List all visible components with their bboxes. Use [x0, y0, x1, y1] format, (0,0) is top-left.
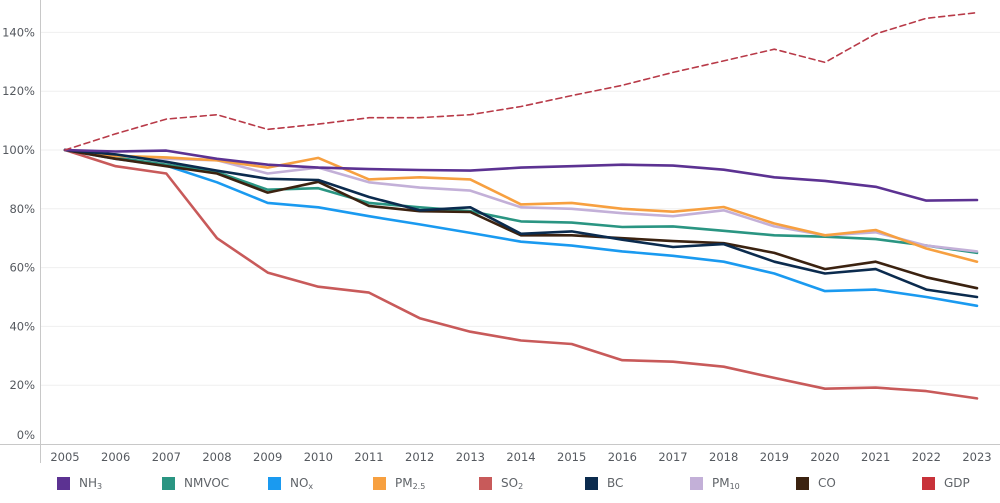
- legend-item-co[interactable]: CO: [796, 474, 836, 492]
- x-tick-label: 2011: [354, 450, 383, 464]
- y-tick-label: 100%: [2, 143, 35, 157]
- x-tick-label: 2007: [152, 450, 181, 464]
- legend-item-nmvoc[interactable]: NMVOC: [162, 474, 229, 492]
- series-lines: [63, 11, 979, 400]
- legend: NH3 NMVOC NOx PM2.5 SO2 BC PM10 CO GDP: [0, 474, 1000, 494]
- y-tick-label: 60%: [9, 261, 35, 275]
- legend-swatch: [268, 476, 281, 490]
- legend-swatch: [690, 476, 703, 490]
- legend-item-nox[interactable]: NOx: [268, 474, 313, 492]
- series-line-pm25[interactable]: [63, 148, 979, 264]
- legend-swatch: [479, 476, 492, 490]
- x-tick-label: 2013: [456, 450, 485, 464]
- legend-swatch: [57, 476, 70, 490]
- series-line-nmvoc[interactable]: [63, 148, 979, 255]
- x-tick-label: 2010: [304, 450, 333, 464]
- x-tick-label: 2016: [608, 450, 637, 464]
- series-line-nox[interactable]: [63, 148, 979, 308]
- x-tick-label: 2005: [50, 450, 79, 464]
- legend-label: NOx: [290, 475, 314, 491]
- x-tick-label: 2006: [101, 450, 130, 464]
- y-tick-label: 140%: [2, 25, 35, 39]
- x-tick-label: 2009: [253, 450, 282, 464]
- y-tick-label: 120%: [2, 84, 35, 98]
- legend-item-pm25[interactable]: PM2.5: [373, 474, 425, 492]
- x-tick-label: 2012: [405, 450, 434, 464]
- x-tick-label: 2018: [709, 450, 738, 464]
- x-tick-label: 2019: [760, 450, 789, 464]
- legend-item-bc[interactable]: BC: [585, 474, 623, 492]
- emissions-vs-gdp-line-chart: 0%20%40%60%80%100%120%140% 2005 2006 2007 2…: [0, 0, 1000, 464]
- axes: [0, 0, 1000, 463]
- x-tick-label: 2017: [658, 450, 687, 464]
- legend-label: GDP: [944, 476, 970, 490]
- legend-item-so2[interactable]: SO2: [479, 474, 523, 492]
- x-tick-label: 2022: [912, 450, 941, 464]
- legend-label: CO: [818, 476, 836, 490]
- legend-item-pm10[interactable]: PM10: [690, 474, 740, 492]
- x-tick-label: 2023: [962, 450, 991, 464]
- legend-swatch: [162, 476, 175, 490]
- series-line-bc[interactable]: [63, 148, 979, 299]
- x-tick-label: 2014: [506, 450, 535, 464]
- x-tick-label: 2021: [861, 450, 890, 464]
- series-line-nh3[interactable]: [63, 148, 979, 202]
- x-tick-label: 2015: [557, 450, 586, 464]
- legend-item-nh3[interactable]: NH3: [57, 474, 102, 492]
- legend-label: SO2: [501, 475, 524, 491]
- legend-swatch: [796, 476, 809, 490]
- legend-swatch: [922, 476, 935, 490]
- legend-label: BC: [607, 476, 624, 490]
- series-line-gdp[interactable]: [64, 11, 978, 151]
- x-axis-tick-labels: 2005 2006 2007 2008 2009 2010 2011 2012 2013 2014…: [50, 450, 991, 464]
- y-axis-tick-labels: 0% 20% 40% 60% 80% 100% 120% 140%: [2, 25, 35, 442]
- series-line-so2[interactable]: [63, 148, 979, 400]
- legend-swatch: [373, 476, 386, 490]
- legend-label: NH3: [79, 475, 103, 491]
- y-tick-label: 0%: [17, 428, 35, 442]
- legend-label: PM2.5: [395, 475, 426, 491]
- gridlines: [41, 31, 1000, 386]
- legend-swatch: [585, 476, 598, 490]
- legend-label: PM10: [712, 475, 740, 491]
- x-tick-label: 2008: [202, 450, 231, 464]
- y-tick-label: 80%: [9, 202, 35, 216]
- legend-label: NMVOC: [184, 476, 230, 490]
- y-tick-label: 40%: [9, 319, 35, 333]
- x-tick-label: 2020: [810, 450, 839, 464]
- legend-item-gdp[interactable]: GDP: [922, 474, 970, 492]
- series-line-co[interactable]: [63, 148, 979, 290]
- y-tick-label: 20%: [9, 378, 35, 392]
